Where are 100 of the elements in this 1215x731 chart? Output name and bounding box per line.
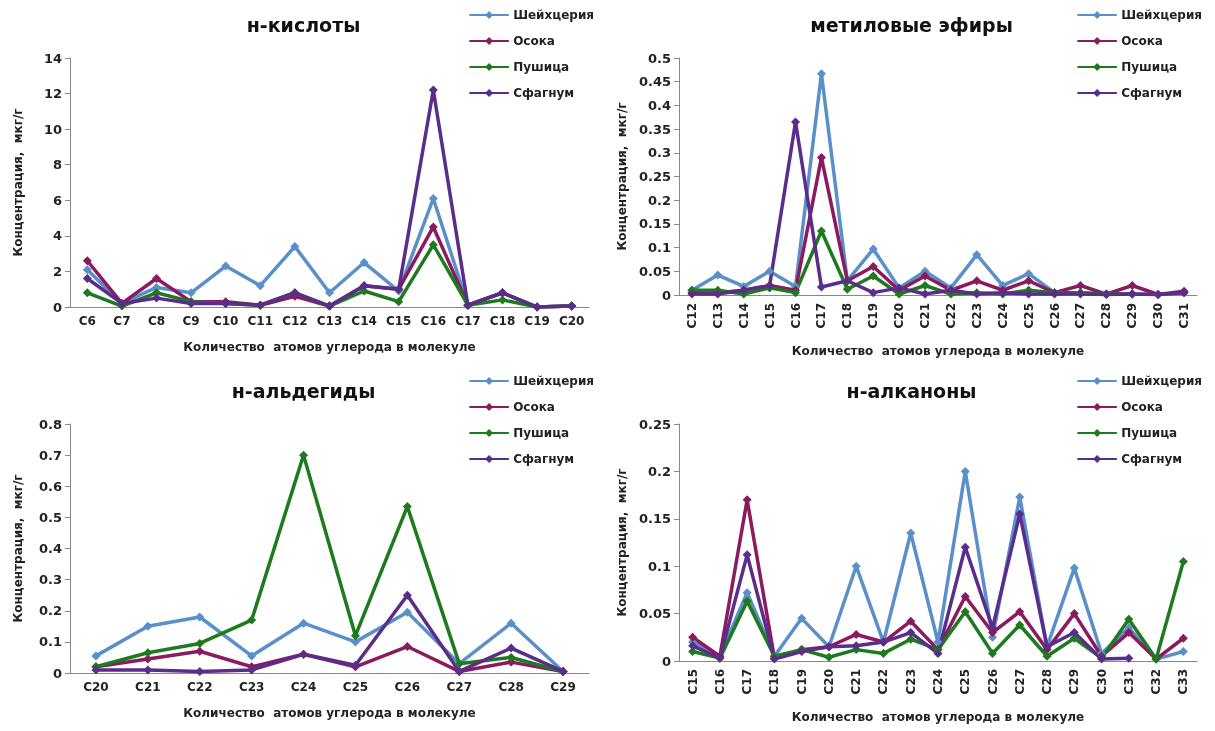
legend-label: Шейхцерия [513, 8, 595, 22]
x-axis-title: Количество атомов углерода в молекуле [791, 344, 1085, 358]
legend-label: Сфагнум [1121, 452, 1183, 466]
x-tick-label: C25 [1021, 303, 1036, 329]
x-tick-label: C31 [1177, 303, 1192, 329]
y-tick-label: 0 [661, 653, 671, 669]
x-tick-label: C27 [1012, 669, 1027, 695]
y-tick-label: 0.25 [638, 416, 671, 432]
y-tick-label: 0 [661, 287, 671, 303]
y-axis-title: Концентрация, мкг/г [615, 468, 629, 617]
x-tick-label: C20 [821, 669, 836, 695]
x-tick-label: C17 [455, 314, 481, 328]
x-tick-label: C9 [182, 314, 200, 328]
x-tick-label: C21 [918, 303, 933, 329]
x-tick-label: C16 [788, 303, 803, 329]
x-tick-label: C17 [740, 669, 755, 695]
x-tick-label: C25 [342, 680, 369, 694]
x-tick-label: C22 [186, 680, 213, 694]
x-tick-label: C14 [736, 303, 751, 329]
legend-label: Пушица [1121, 60, 1178, 74]
y-tick-label: 0.3 [38, 572, 62, 588]
y-tick-label: 0.25 [638, 169, 671, 184]
x-tick-label: C28 [1040, 669, 1055, 695]
x-tick-label: C30 [1094, 669, 1109, 695]
x-tick-label: C24 [995, 303, 1010, 329]
chart-title: метиловые эфиры [810, 13, 1013, 36]
x-tick-label: C8 [147, 314, 166, 328]
x-tick-label: C29 [550, 680, 576, 694]
x-tick-label: C15 [385, 314, 412, 328]
x-axis-title: Количество атомов углерода в молекуле [791, 710, 1085, 724]
x-tick-label: C18 [767, 669, 782, 695]
chart-title: н-кислоты [246, 13, 361, 36]
y-tick-label: 0.05 [638, 263, 671, 279]
x-tick-label: C14 [351, 314, 377, 328]
x-tick-label: C29 [1067, 669, 1082, 695]
x-tick-label: C19 [866, 303, 881, 329]
x-tick-label: C28 [498, 680, 524, 694]
y-tick-label: 0.45 [638, 74, 671, 90]
x-tick-label: C22 [876, 669, 891, 695]
y-tick-label: 12 [43, 86, 62, 102]
y-tick-label: 0.4 [38, 541, 62, 556]
x-tick-label: C7 [113, 314, 131, 328]
y-tick-label: 0.8 [38, 416, 62, 432]
x-tick-label: C13 [316, 314, 343, 328]
x-tick-label: C6 [78, 314, 96, 328]
x-tick-label: C20 [558, 314, 585, 328]
legend-label: Шейхцерия [513, 374, 595, 388]
x-tick-label: C23 [238, 680, 265, 694]
legend-label: Шейхцерия [1121, 374, 1203, 388]
legend-label: Пушица [1121, 426, 1178, 440]
y-tick-label: 8 [52, 157, 62, 173]
x-tick-label: C25 [958, 669, 973, 695]
x-axis-title: Количество атомов углерода в молекуле [183, 340, 476, 354]
legend-label: Сфагнум [513, 86, 575, 100]
x-tick-label: C13 [710, 303, 725, 329]
y-tick-label: 0.3 [647, 145, 671, 161]
x-tick-label: C24 [930, 669, 945, 695]
x-tick-label: C18 [489, 314, 516, 328]
y-tick-label: 0.5 [38, 509, 62, 525]
legend-label: Пушица [513, 60, 570, 74]
y-tick-label: 0.1 [38, 634, 62, 650]
x-tick-label: C27 [446, 680, 473, 694]
y-tick-label: 0.7 [38, 447, 62, 463]
x-tick-label: C12 [684, 303, 699, 329]
x-tick-label: C19 [794, 669, 809, 695]
x-tick-label: C15 [762, 303, 777, 329]
legend-label: Осока [1121, 34, 1163, 48]
legend-label: Сфагнум [513, 452, 575, 466]
y-tick-label: 0 [52, 665, 62, 681]
x-tick-label: C16 [712, 669, 727, 695]
x-tick-label: C10 [212, 314, 239, 328]
x-tick-label: C26 [394, 680, 421, 694]
x-tick-label: C17 [814, 303, 829, 329]
legend-label: Осока [513, 400, 555, 414]
x-tick-label: C18 [840, 303, 855, 329]
chart-title: н-альдегиды [231, 379, 376, 402]
y-tick-label: 0.1 [647, 240, 671, 256]
x-tick-label: C26 [985, 669, 1000, 695]
chart-title: н-алканоны [846, 379, 977, 402]
y-tick-label: 2 [52, 263, 62, 279]
x-tick-label: C16 [420, 314, 447, 328]
x-tick-label: C27 [1073, 303, 1088, 329]
x-tick-label: C21 [849, 669, 864, 695]
y-tick-label: 0.2 [647, 463, 671, 479]
y-tick-label: 0 [52, 299, 62, 315]
y-tick-label: 0.2 [38, 603, 62, 619]
y-tick-label: 14 [43, 50, 62, 66]
y-axis-title: Концентрация, мкг/г [11, 108, 25, 257]
legend-label: Сфагнум [1121, 86, 1183, 100]
legend-label: Шейхцерия [1121, 8, 1203, 22]
x-tick-label: C33 [1176, 669, 1191, 695]
y-tick-label: 0.2 [647, 192, 671, 208]
x-tick-label: C32 [1149, 669, 1164, 695]
y-tick-label: 0.15 [638, 216, 671, 232]
x-tick-label: C21 [135, 680, 161, 694]
legend-label: Осока [1121, 400, 1163, 414]
legend-label: Осока [513, 34, 555, 48]
y-axis-title: Концентрация, мкг/г [11, 474, 25, 623]
x-tick-label: C30 [1151, 303, 1166, 329]
x-tick-label: C12 [282, 314, 308, 328]
